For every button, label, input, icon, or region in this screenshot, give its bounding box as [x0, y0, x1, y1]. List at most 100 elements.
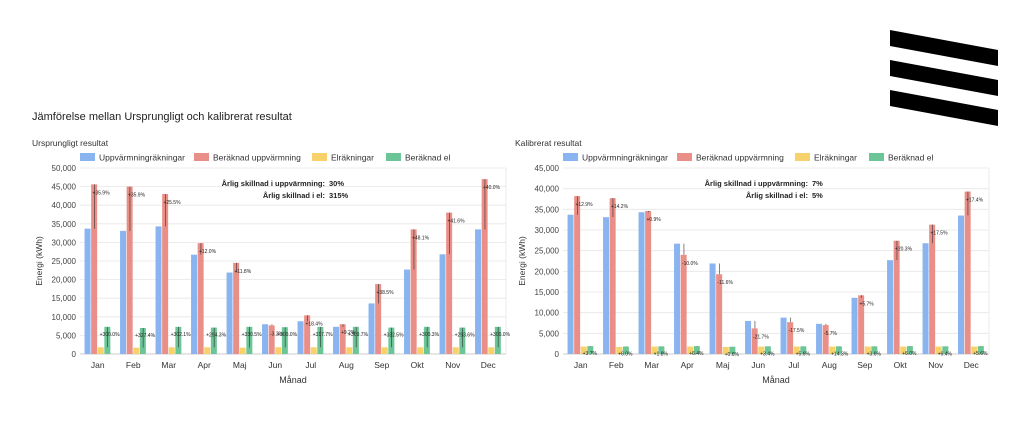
legend-label-uppvarmningrakningar: Uppvärmningräkningar — [582, 153, 668, 163]
bar-beraknad-uppvarmning-sep — [375, 284, 382, 354]
legend-label-uppvarmningrakningar: Uppvärmningräkningar — [99, 153, 185, 163]
el-diff-label: +5.6% — [796, 351, 811, 357]
heat-diff-label: -10.0% — [682, 261, 698, 267]
annotation-label: Årlig skillnad i uppvärmning: — [222, 179, 325, 188]
x-tick-label: Jun — [268, 360, 282, 370]
x-tick-label: Jan — [574, 360, 588, 370]
x-tick-label: Jul — [305, 360, 316, 370]
x-tick-label: Maj — [716, 360, 730, 370]
legend-swatch-uppvarmningrakningar — [80, 153, 95, 161]
y-tick-label: 0 — [72, 350, 77, 359]
bar-elrakningar-okt — [417, 347, 424, 354]
annotation-value: 30% — [329, 179, 344, 188]
bar-beraknad-uppvarmning-maj — [716, 274, 723, 354]
heat-diff-label: +14.2% — [611, 204, 629, 210]
bar-beraknad-uppvarmning-feb — [126, 186, 133, 354]
bar-uppvarmningrakningar-jan — [567, 214, 574, 354]
y-tick-label: 25,000 — [535, 247, 560, 256]
stripes-logo-icon — [890, 30, 998, 126]
y-tick-label: 5,000 — [56, 331, 77, 340]
heat-diff-label: +17.5% — [930, 231, 948, 237]
bar-uppvarmningrakningar-nov — [922, 243, 929, 354]
legend-swatch-beraknad-el — [869, 153, 884, 161]
heat-diff-label: +38.5% — [376, 290, 394, 296]
bar-uppvarmningrakningar-dec — [958, 215, 965, 354]
bar-beraknad-uppvarmning-aug — [339, 324, 346, 354]
y-tick-label: 10,000 — [535, 309, 560, 318]
bar-uppvarmningrakningar-okt — [887, 260, 894, 354]
y-tick-label: 40,000 — [535, 185, 560, 194]
bar-beraknad-uppvarmning-sep — [858, 295, 865, 354]
heat-diff-label: +20.3% — [895, 247, 913, 253]
bar-beraknad-uppvarmning-okt — [893, 240, 900, 354]
el-diff-label: +327.4% — [135, 333, 155, 339]
el-diff-label: +6.4% — [938, 351, 953, 357]
y-tick-label: 35,000 — [535, 205, 560, 214]
el-diff-label: +6.4% — [689, 351, 704, 357]
annotation-label: Årlig skillnad i uppvärmning: — [705, 179, 808, 188]
y-tick-label: 35,000 — [52, 220, 77, 229]
bar-elrakningar-mar — [168, 347, 175, 354]
bar-beraknad-uppvarmning-mar — [645, 210, 652, 354]
y-tick-label: 50,000 — [52, 164, 77, 173]
bar-uppvarmningrakningar-jul — [780, 317, 787, 354]
bar-uppvarmningrakningar-feb — [120, 230, 127, 354]
el-diff-label: +330.5% — [242, 332, 262, 338]
bar-elrakningar-feb — [133, 347, 140, 354]
y-tick-label: 0 — [555, 350, 560, 359]
heat-diff-label: +0.9% — [646, 217, 661, 223]
legend-label-beraknad-el: Beräknad el — [888, 153, 933, 163]
heat-diff-label: +17.4% — [966, 198, 984, 204]
bar-elrakningar-aug — [346, 347, 353, 354]
el-diff-label: +0.6% — [725, 352, 740, 358]
chart-label-calibrated: Kalibrerat resultat — [515, 138, 582, 148]
bar-beraknad-uppvarmning-nov — [929, 224, 936, 354]
bar-elrakningar-sep — [381, 347, 388, 354]
x-tick-label: Maj — [233, 360, 247, 370]
bar-elrakningar-apr — [687, 346, 694, 354]
bar-beraknad-uppvarmning-jun — [751, 328, 758, 354]
bar-beraknad-uppvarmning-maj — [233, 262, 240, 354]
bar-uppvarmningrakningar-jun — [262, 324, 269, 354]
bar-elrakningar-dec — [971, 346, 978, 354]
el-diff-label: +317.7% — [313, 332, 333, 338]
bar-uppvarmningrakningar-okt — [404, 269, 411, 354]
bar-elrakningar-nov — [452, 347, 459, 354]
x-tick-label: Nov — [928, 360, 944, 370]
el-diff-label: +332.5% — [384, 333, 404, 339]
bar-uppvarmningrakningar-aug — [333, 326, 340, 354]
heat-diff-label: -17.5% — [788, 328, 804, 334]
y-tick-label: 25,000 — [52, 257, 77, 266]
bar-elrakningar-aug — [829, 346, 836, 354]
el-diff-label: +3.4% — [760, 351, 775, 357]
x-tick-label: Apr — [681, 360, 694, 370]
annotation-value: 5% — [812, 191, 823, 200]
bar-elrakningar-maj — [722, 346, 729, 354]
x-tick-label: Mar — [644, 360, 659, 370]
x-tick-label: Aug — [822, 360, 837, 370]
el-diff-label: +293.6% — [455, 333, 475, 339]
heat-diff-label: +35.9% — [92, 190, 110, 196]
heat-diff-label: -21.7% — [753, 334, 769, 340]
x-tick-label: Aug — [339, 360, 354, 370]
x-tick-label: Sep — [857, 360, 872, 370]
legend-label-beraknad-el: Beräknad el — [405, 153, 450, 163]
chart-original: Uppvärmningräkningar Beräknad uppvärmning… — [34, 153, 511, 386]
y-tick-label: 10,000 — [52, 313, 77, 322]
heat-diff-label: +5.7% — [859, 301, 874, 307]
heat-diff-label: +12.9% — [575, 202, 593, 208]
bar-beraknad-uppvarmning-jul — [787, 322, 794, 354]
y-tick-label: 30,000 — [52, 238, 77, 247]
bar-elrakningar-jan — [97, 347, 104, 354]
x-tick-label: Jan — [91, 360, 105, 370]
x-tick-label: Mar — [161, 360, 176, 370]
bar-beraknad-uppvarmning-jan — [91, 184, 98, 354]
bar-elrakningar-sep — [864, 346, 871, 354]
x-tick-label: Apr — [198, 360, 211, 370]
bar-beraknad-uppvarmning-jun — [268, 325, 275, 354]
bar-beraknad-el-feb — [622, 346, 629, 354]
bar-beraknad-el-sep — [871, 346, 878, 354]
bar-uppvarmningrakningar-dec — [475, 229, 482, 354]
x-axis-title: Månad — [279, 375, 307, 385]
y-tick-label: 20,000 — [535, 267, 560, 276]
